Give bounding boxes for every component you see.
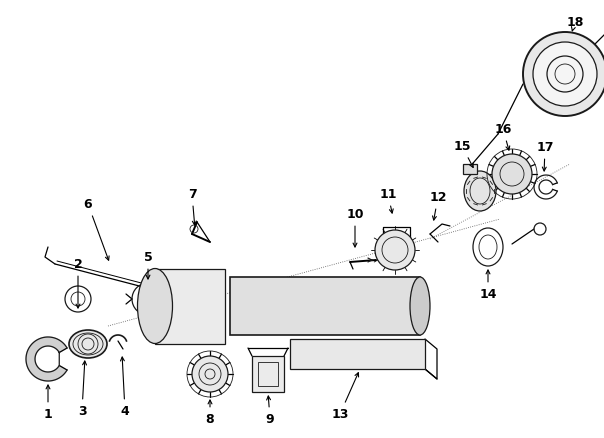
Text: 15: 15 xyxy=(453,140,473,168)
Ellipse shape xyxy=(69,330,107,358)
Ellipse shape xyxy=(464,172,496,212)
Text: 14: 14 xyxy=(479,270,496,301)
Text: 6: 6 xyxy=(84,198,109,261)
Circle shape xyxy=(533,43,597,107)
Text: 9: 9 xyxy=(266,396,274,426)
Text: 11: 11 xyxy=(379,188,397,214)
Circle shape xyxy=(492,155,532,194)
Bar xyxy=(290,339,425,369)
Text: 10: 10 xyxy=(346,208,364,247)
Bar xyxy=(230,277,420,335)
Text: 5: 5 xyxy=(144,251,152,279)
Text: 12: 12 xyxy=(429,191,447,221)
Circle shape xyxy=(192,356,228,392)
Circle shape xyxy=(523,33,604,117)
Bar xyxy=(258,362,278,386)
Text: 7: 7 xyxy=(188,188,196,226)
Text: 8: 8 xyxy=(206,400,214,426)
Text: 17: 17 xyxy=(536,141,554,172)
Ellipse shape xyxy=(138,269,173,344)
Text: 1: 1 xyxy=(43,385,53,420)
Text: 13: 13 xyxy=(332,373,359,420)
Text: 4: 4 xyxy=(120,357,129,417)
Text: 2: 2 xyxy=(74,258,82,308)
Bar xyxy=(155,269,225,344)
Bar xyxy=(463,165,477,175)
Text: 16: 16 xyxy=(494,123,512,151)
Circle shape xyxy=(375,230,415,270)
Polygon shape xyxy=(26,337,67,381)
Text: 18: 18 xyxy=(567,15,583,32)
Text: 3: 3 xyxy=(78,361,86,417)
Bar xyxy=(252,356,284,392)
Ellipse shape xyxy=(410,277,430,335)
